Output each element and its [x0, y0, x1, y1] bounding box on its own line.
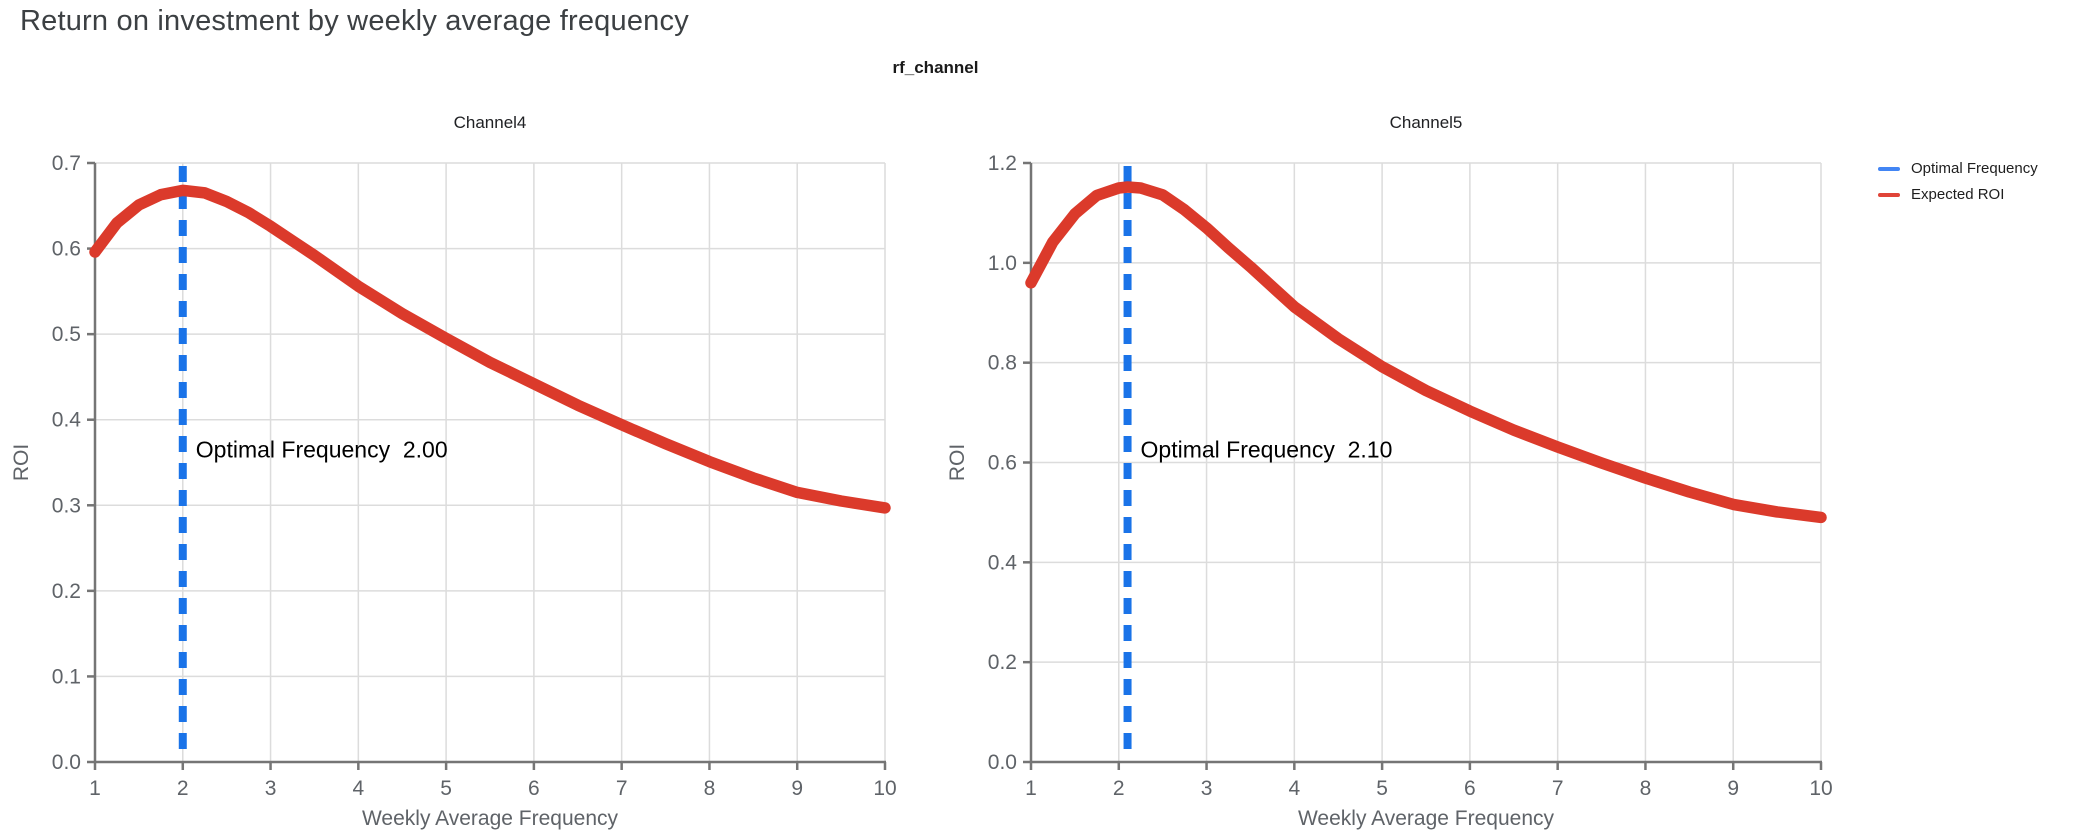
x-tick-label: 9 [1727, 777, 1739, 800]
subplot-title-channel4: Channel4 [453, 112, 527, 132]
x-tick-label: 6 [1464, 777, 1476, 800]
y-axis-title: ROI [946, 444, 969, 481]
y-tick-label: 0.2 [988, 651, 1017, 674]
y-tick-label: 1.2 [988, 152, 1017, 175]
x-tick-label: 4 [352, 777, 364, 800]
x-axis-title: Weekly Average Frequency [362, 807, 619, 830]
y-tick-label: 0.6 [988, 452, 1017, 475]
x-tick-label: 2 [177, 777, 189, 800]
y-tick-label: 0.3 [52, 494, 81, 517]
facet-title-rf-channel: rf_channel [892, 58, 979, 77]
chart-channel4-canvas: 1 2 3 4 5 6 7 8 9 10 0.0 0.1 0.2 0.3 0.4 0.5 0.6 0.7 Weekl… [10, 152, 897, 830]
expected-roi-curve [89, 184, 891, 514]
y-tick-label: 0.4 [988, 551, 1018, 574]
x-tick-label: 3 [265, 777, 277, 800]
legend-label-expected-roi: Expected ROI [1911, 186, 2005, 203]
x-tick-label: 8 [704, 777, 716, 800]
x-tick-label: 5 [440, 777, 452, 800]
legend-item-expected-roi: Expected ROI [1878, 186, 2038, 203]
chart-channel5-canvas: 1 2 3 4 5 6 7 8 9 10 0.0 0.2 0.4 0.6 0.8 1.0 1.2 Weekly A… [946, 152, 1833, 830]
y-tick-label: 0.4 [52, 409, 82, 432]
expected-roi-curve [1025, 181, 1827, 524]
x-tick-label: 1 [1025, 777, 1037, 800]
x-tick-label: 9 [791, 777, 803, 800]
optimal-frequency-annotation: Optimal Frequency 2.10 [1141, 437, 1393, 463]
x-tick-label: 3 [1201, 777, 1213, 800]
y-tick-label: 0.0 [52, 751, 81, 774]
x-tick-label: 8 [1640, 777, 1652, 800]
optimal-frequency-annotation: Optimal Frequency 2.00 [196, 437, 448, 463]
legend-label-optimal-frequency: Optimal Frequency [1911, 160, 2038, 177]
x-tick-label: 5 [1376, 777, 1388, 800]
subplot-title-channel5: Channel5 [1389, 112, 1463, 132]
x-axis-title: Weekly Average Frequency [1298, 807, 1555, 830]
chart-channel4: Channel4 1 2 3 4 5 6 7 8 9 10 0.0 0.1 0.2 0.3 0.4 0.5 0.… [10, 95, 935, 840]
y-tick-label: 0.0 [988, 751, 1017, 774]
y-tick-label: 0.8 [988, 352, 1017, 375]
y-tick-label: 0.7 [52, 152, 81, 175]
expected-roi-line-swatch [1878, 192, 1900, 197]
x-tick-label: 1 [89, 777, 101, 800]
optimal-frequency-line-swatch [1878, 166, 1900, 171]
y-tick-label: 0.5 [52, 323, 81, 346]
x-tick-label: 6 [528, 777, 540, 800]
legend-item-optimal-frequency: Optimal Frequency [1878, 160, 2038, 177]
y-axis-title: ROI [10, 444, 33, 481]
y-tick-label: 1.0 [988, 252, 1017, 275]
x-tick-label: 4 [1288, 777, 1300, 800]
chart-channel5: Channel5 1 2 3 4 5 6 7 8 9 10 0.0 0.2 0.4 0.6 0.8 1.0 1.… [946, 95, 1871, 840]
x-tick-label: 2 [1113, 777, 1125, 800]
page-title: Return on investment by weekly average f… [20, 5, 689, 37]
y-tick-label: 0.1 [52, 665, 81, 688]
x-tick-label: 10 [1809, 777, 1832, 800]
legend: Optimal Frequency Expected ROI [1878, 160, 2038, 203]
x-tick-label: 7 [616, 777, 628, 800]
x-tick-label: 10 [873, 777, 896, 800]
y-tick-label: 0.6 [52, 238, 81, 261]
y-tick-label: 0.2 [52, 580, 81, 603]
x-tick-label: 7 [1552, 777, 1564, 800]
